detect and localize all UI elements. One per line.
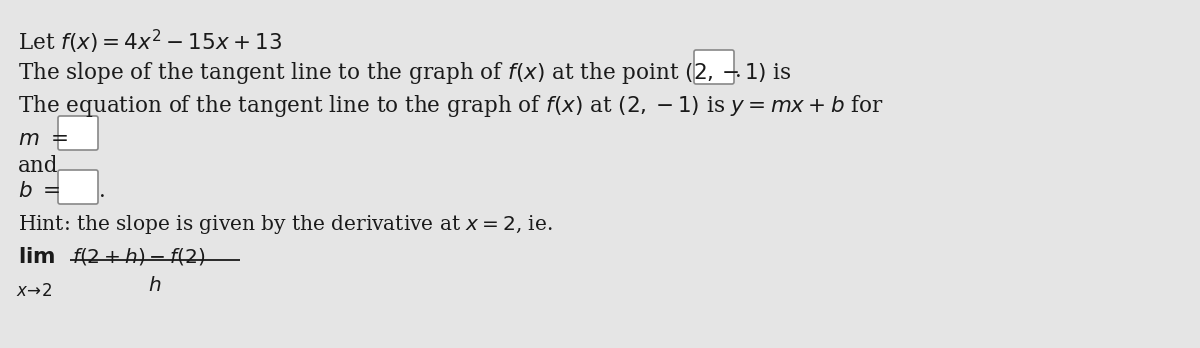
Text: The slope of the tangent line to the graph of $f(x)$ at the point $(2, -1)$ is: The slope of the tangent line to the gra… xyxy=(18,60,792,86)
Text: .: . xyxy=(734,60,742,82)
Text: $\mathit{b}~=$: $\mathit{b}~=$ xyxy=(18,180,60,202)
Text: $\mathbf{lim}$: $\mathbf{lim}$ xyxy=(18,246,55,268)
Text: $f(2+h)-f(2)$: $f(2+h)-f(2)$ xyxy=(72,246,205,267)
Text: $x\!\rightarrow\!2$: $x\!\rightarrow\!2$ xyxy=(16,283,53,300)
Text: $\mathit{m}~=$: $\mathit{m}~=$ xyxy=(18,128,68,150)
Text: .: . xyxy=(98,180,106,202)
Text: and: and xyxy=(18,155,59,177)
Text: Let $f(x) = 4x^2 - 15x + 13$: Let $f(x) = 4x^2 - 15x + 13$ xyxy=(18,28,282,56)
FancyBboxPatch shape xyxy=(58,116,98,150)
Text: $h$: $h$ xyxy=(148,276,161,295)
Text: The equation of the tangent line to the graph of $f(x)$ at $(2, -1)$ is $y = \ma: The equation of the tangent line to the … xyxy=(18,93,883,119)
Text: Hint: the slope is given by the derivative at $x = 2$, ie.: Hint: the slope is given by the derivati… xyxy=(18,213,553,236)
FancyBboxPatch shape xyxy=(58,170,98,204)
FancyBboxPatch shape xyxy=(694,50,734,84)
